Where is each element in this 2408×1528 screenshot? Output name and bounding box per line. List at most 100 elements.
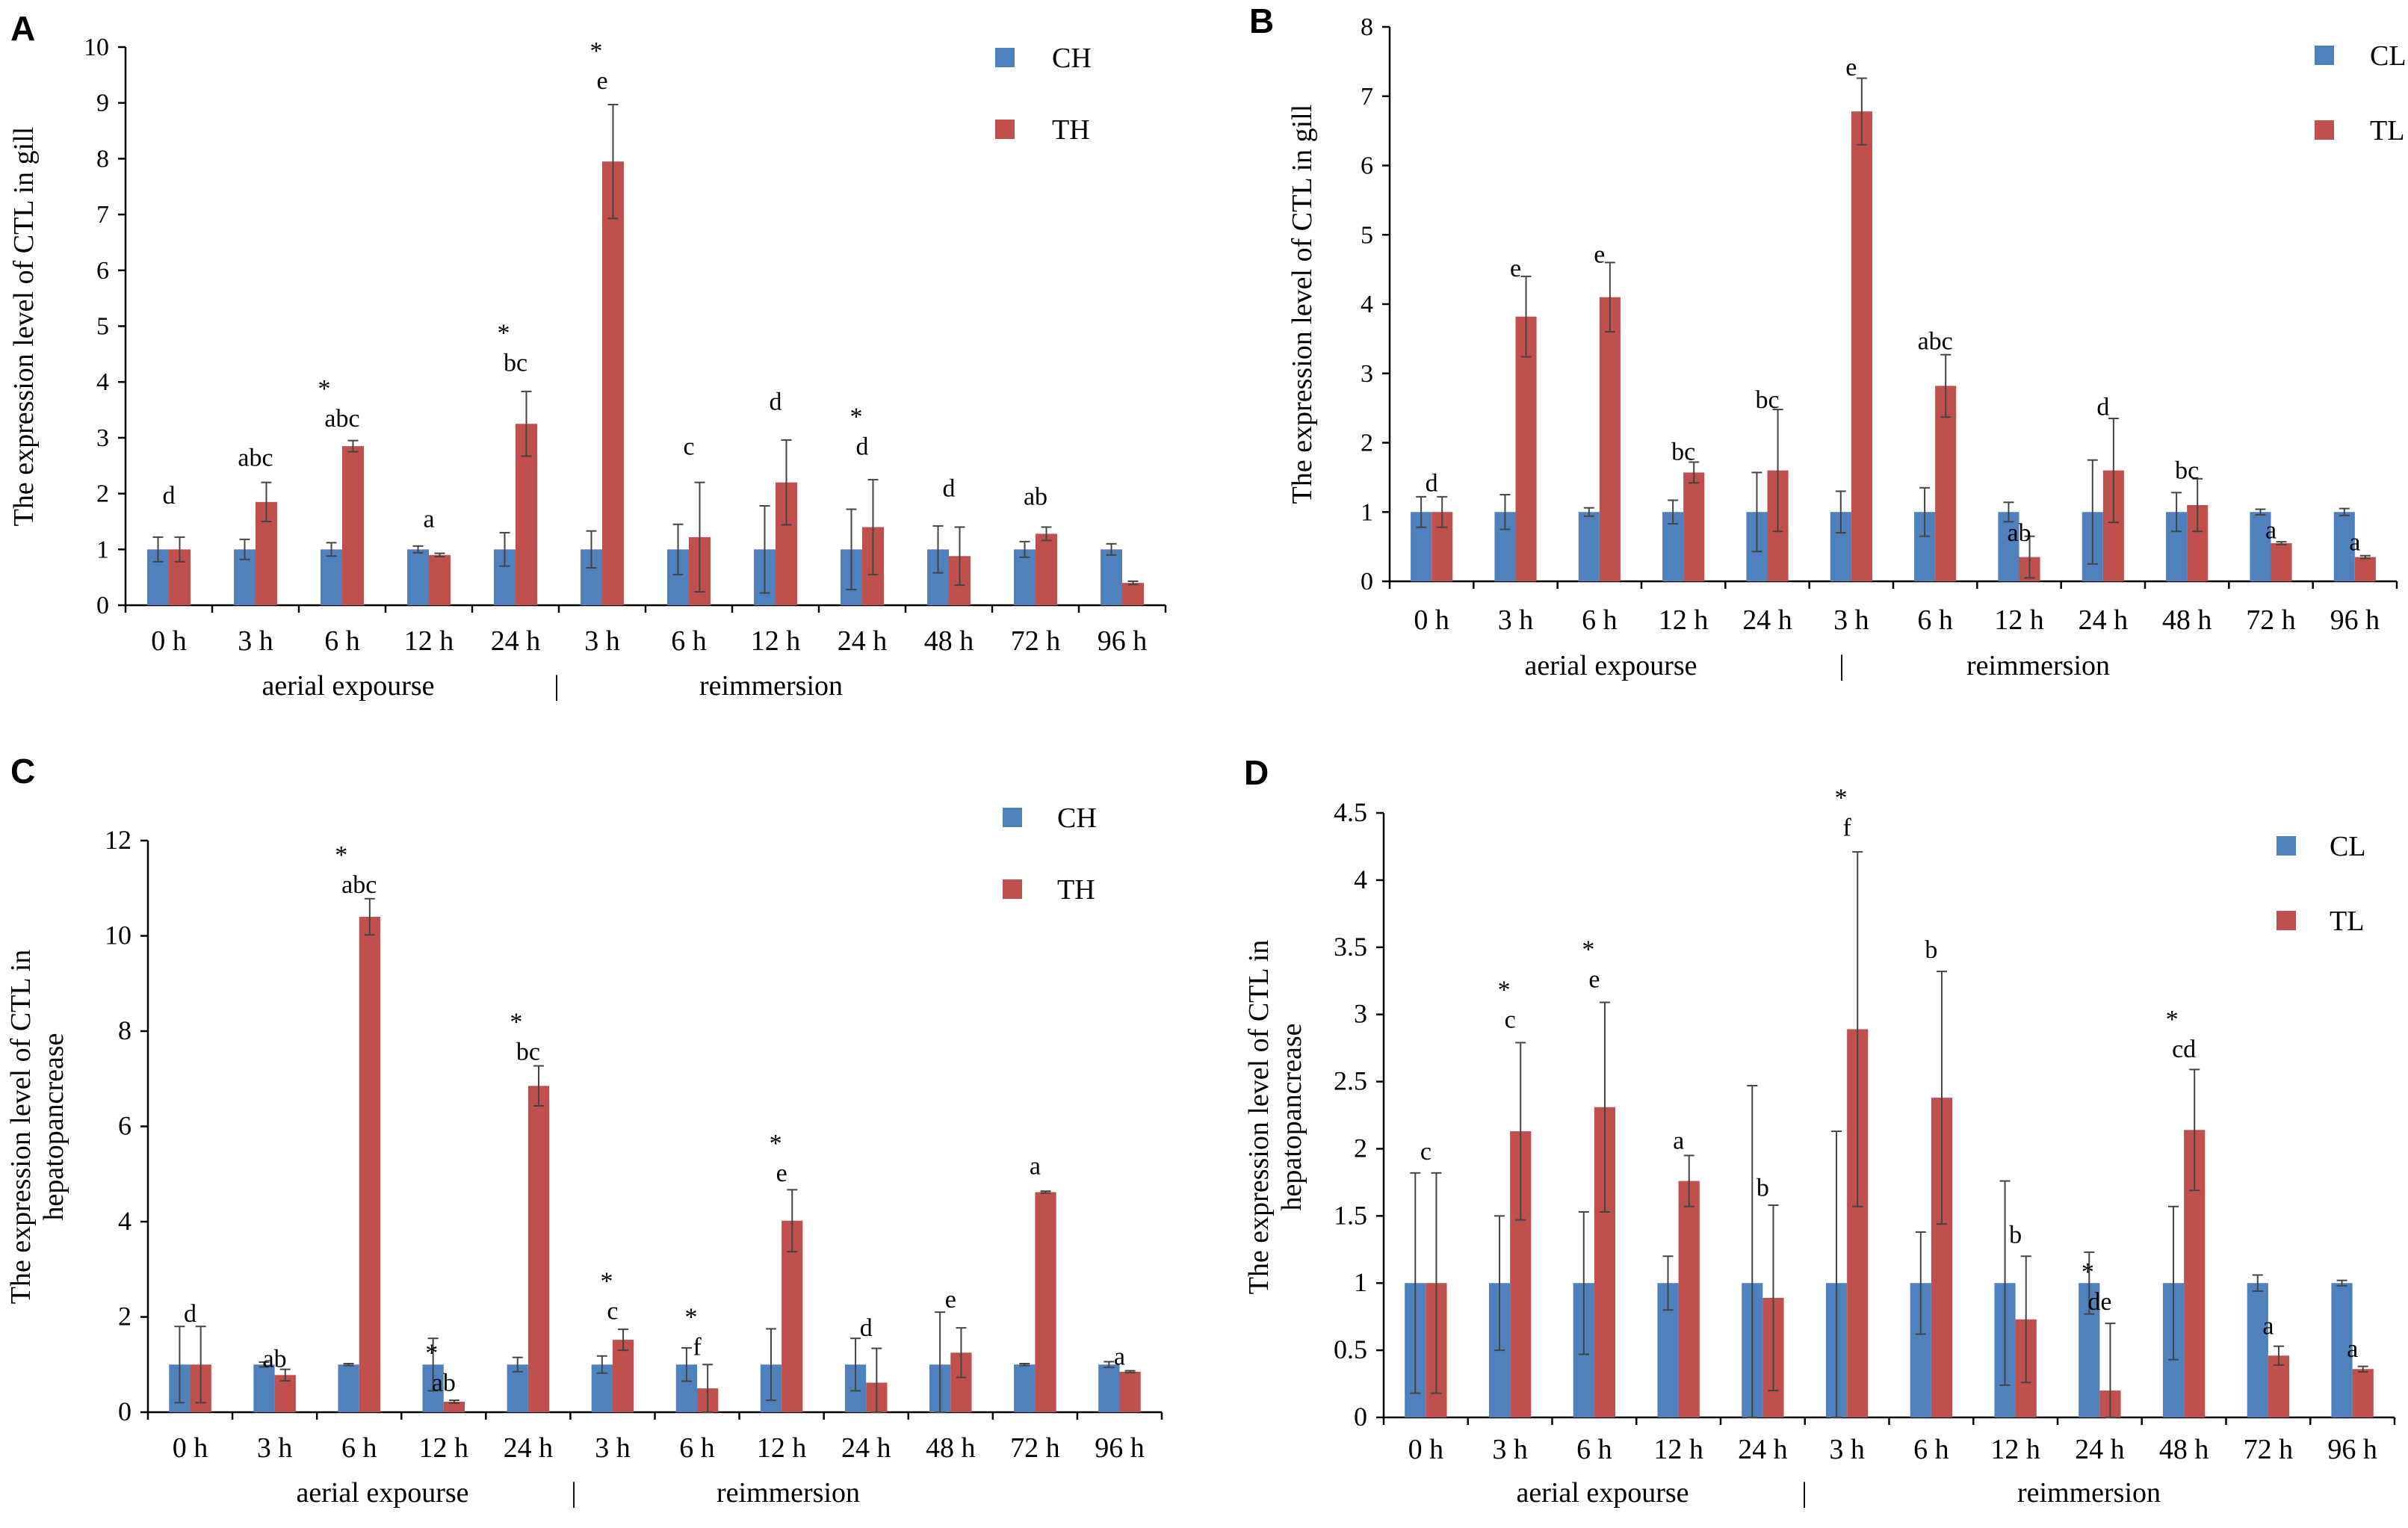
x-tick-label: 48 h: [2162, 604, 2212, 636]
x-tick-label: 24 h: [1742, 604, 1792, 636]
legend-swatch-th: [1003, 879, 1022, 899]
significance-letters: b: [1757, 1174, 1769, 1201]
y-tick-label: 7: [1361, 83, 1373, 111]
y-tick-label: 4: [1361, 291, 1373, 318]
x-tick-label: 12 h: [1990, 1434, 2040, 1465]
significance-star: *: [2082, 1258, 2094, 1286]
bar-cl: [2333, 512, 2355, 581]
significance-letters: bc: [1671, 439, 1695, 466]
significance-letters: d: [770, 389, 782, 416]
legend-swatch-cl: [2277, 836, 2296, 856]
x-tick-label: 48 h: [924, 625, 974, 657]
significance-star: *: [335, 841, 347, 869]
bar-th: [342, 446, 364, 605]
significance-letters: bc: [2175, 457, 2199, 485]
y-tick-label: 1: [1354, 1267, 1367, 1297]
bar-th: [602, 161, 624, 605]
y-tick-label: 1: [1361, 498, 1373, 526]
x-tick-label: 6 h: [679, 1432, 715, 1464]
significance-star: *: [1582, 936, 1594, 964]
x-tick-label: 3 h: [238, 625, 273, 657]
y-axis-label: The expression level of CTL inhepatopanc…: [5, 950, 69, 1305]
y-tick-label: 1: [96, 536, 109, 563]
bar-cl: [2250, 512, 2271, 581]
legend: CL TL: [2277, 831, 2366, 937]
y-tick-label: 3.5: [1334, 932, 1367, 962]
bar-th: [1122, 583, 1144, 605]
y-tick-label: 3: [96, 424, 109, 452]
y-tick-label: 5: [96, 313, 109, 341]
group-label-aerial: aerial expourse: [261, 670, 434, 702]
group-label-reimmersion: reimmersion: [1966, 650, 2110, 681]
panel-letter: B: [1249, 1, 1274, 40]
y-tick-label: 5: [1361, 221, 1373, 249]
chart-panel-a: A 0 1 2 3 4 5 6 7 8 9 10 The expression level of CTL…: [8, 9, 1167, 702]
x-tick-label: 24 h: [504, 1432, 554, 1464]
group-label-aerial: aerial expourse: [296, 1477, 468, 1509]
x-tick-label: 3 h: [595, 1432, 631, 1464]
y-axis-label-line: The expression level of CTL in gill: [1287, 105, 1318, 504]
significance-star: *: [770, 1130, 782, 1157]
x-tick-label: 96 h: [2330, 604, 2380, 636]
significance-star: *: [590, 37, 603, 65]
group-separator: |: [554, 670, 560, 702]
bar-ch: [1101, 549, 1122, 605]
y-tick-label: 2: [1361, 430, 1373, 457]
x-tick-label: 0 h: [1414, 604, 1449, 636]
bar-cl: [2331, 1283, 2353, 1417]
bar-th: [1035, 1192, 1056, 1412]
legend-swatch-cl: [2315, 46, 2334, 65]
y-tick-label: 2: [96, 480, 109, 508]
significance-letters: a: [2262, 1313, 2274, 1340]
y-tick-label: 1.5: [1334, 1200, 1367, 1230]
x-tick-label: 24 h: [2075, 1434, 2125, 1465]
x-tick-label: 24 h: [491, 625, 541, 657]
y-tick-label: 4: [96, 368, 109, 396]
y-tick-label: 0: [1361, 568, 1373, 596]
significance-letters: d: [860, 1314, 873, 1342]
bar-tl: [2352, 1369, 2374, 1417]
y-tick-label: 0: [1354, 1402, 1367, 1432]
x-tick-label: 12 h: [1653, 1434, 1703, 1465]
bar-tl: [1683, 472, 1705, 581]
y-tick-label: 8: [118, 1015, 131, 1045]
significance-star: *: [685, 1304, 698, 1331]
group-separator: |: [1801, 1477, 1807, 1509]
x-tick-label: 72 h: [1011, 625, 1061, 657]
significance-star: *: [425, 1339, 438, 1367]
y-tick-label: 7: [96, 201, 109, 229]
x-tick-label: 48 h: [926, 1432, 976, 1464]
significance-letters: cd: [2172, 1036, 2196, 1063]
x-tick-label: 96 h: [1095, 1432, 1145, 1464]
y-tick-label: 4: [118, 1206, 131, 1236]
significance-letters: e: [1510, 255, 1521, 282]
panel-letter: A: [10, 9, 35, 48]
bar-th: [1119, 1371, 1141, 1412]
legend-swatch-tl: [2277, 911, 2296, 930]
y-tick-label: 6: [118, 1111, 131, 1141]
legend-swatch-ch: [1003, 808, 1022, 827]
significance-star: *: [850, 403, 863, 430]
significance-letters: a: [1673, 1127, 1684, 1154]
x-tick-label: 6 h: [1576, 1434, 1612, 1465]
chart-panel-b: B 0 1 2 3 4 5 6 7 8 The expression level of CTL in…: [1249, 1, 2407, 681]
y-tick-label: 2: [1354, 1133, 1367, 1163]
legend-label-tl: TL: [2370, 115, 2404, 146]
legend-label-cl: CL: [2330, 831, 2366, 862]
significance-star: *: [600, 1268, 613, 1296]
bar-ch: [407, 549, 429, 605]
significance-letters: d: [1426, 469, 1438, 497]
bar-ch: [253, 1364, 275, 1412]
legend-label-ch: CH: [1057, 802, 1097, 834]
y-tick-label: 6: [1361, 152, 1373, 180]
y-axis-label: The expression level of CTL in gill: [8, 127, 40, 527]
significance-letters: d: [2096, 393, 2109, 421]
bar-ch: [321, 549, 342, 605]
x-tick-label: 12 h: [1994, 604, 2044, 636]
legend: CH TH: [1003, 802, 1097, 906]
group-label-aerial: aerial expourse: [1524, 650, 1697, 681]
x-tick-label: 6 h: [1913, 1434, 1949, 1465]
y-tick-label: 2.5: [1334, 1066, 1367, 1096]
significance-letters: a: [2349, 528, 2360, 556]
